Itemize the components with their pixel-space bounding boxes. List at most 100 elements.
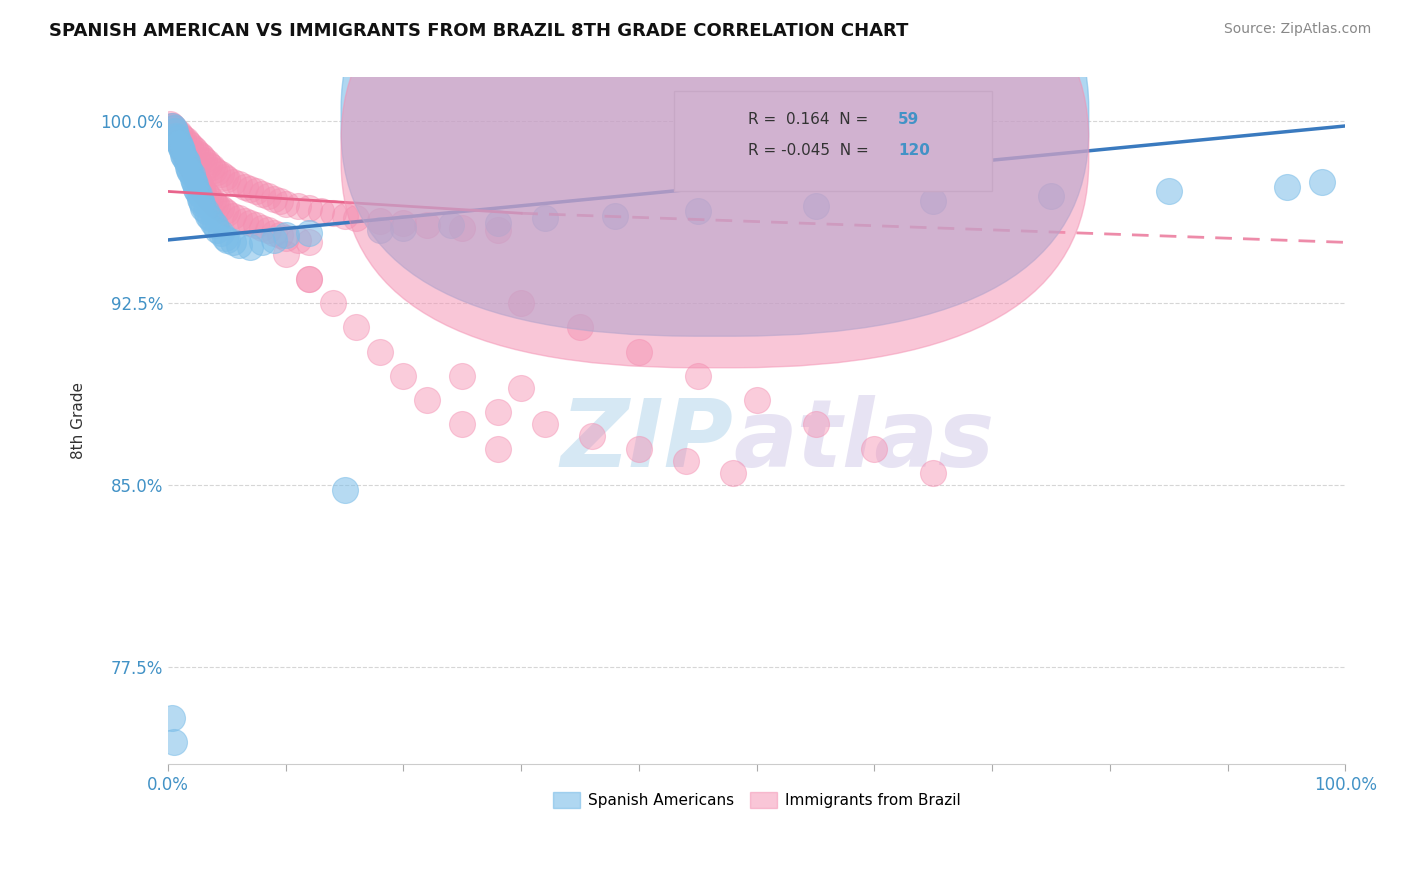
Point [172, 143, 194, 157]
Point [165, 124, 187, 138]
FancyBboxPatch shape [675, 91, 993, 191]
Point [263, 233, 285, 247]
Point [179, 165, 201, 179]
Point [181, 172, 204, 186]
Point [174, 153, 197, 167]
Point [183, 175, 205, 189]
Point [191, 196, 214, 211]
Point [250, 220, 273, 235]
Point [162, 121, 184, 136]
Point [191, 151, 214, 165]
Point [209, 202, 232, 216]
Point [197, 189, 219, 203]
Point [451, 368, 474, 383]
Point [163, 124, 186, 138]
Point [160, 119, 183, 133]
Point [298, 271, 321, 285]
Point [675, 453, 697, 467]
Point [194, 186, 217, 201]
Legend: Spanish Americans, Immigrants from Brazil: Spanish Americans, Immigrants from Brazi… [547, 787, 966, 814]
Point [239, 182, 262, 196]
Point [186, 185, 208, 199]
Point [239, 216, 262, 230]
Point [195, 155, 218, 169]
Point [177, 136, 200, 150]
Point [239, 240, 262, 254]
Point [298, 271, 321, 285]
Text: R = -0.045  N =: R = -0.045 N = [748, 144, 875, 159]
Point [250, 186, 273, 201]
Point [368, 344, 391, 359]
Point [180, 160, 202, 174]
Point [233, 213, 256, 227]
Point [207, 223, 229, 237]
Point [245, 219, 267, 233]
Point [172, 143, 194, 157]
Point [263, 192, 285, 206]
Point [179, 158, 201, 172]
Text: SPANISH AMERICAN VS IMMIGRANTS FROM BRAZIL 8TH GRADE CORRELATION CHART: SPANISH AMERICAN VS IMMIGRANTS FROM BRAZ… [49, 22, 908, 40]
Point [179, 155, 201, 169]
Point [322, 296, 344, 310]
Point [274, 247, 297, 261]
Point [392, 368, 415, 383]
Point [176, 155, 198, 169]
Point [170, 141, 193, 155]
Point [188, 148, 211, 162]
Point [163, 735, 186, 749]
Point [174, 134, 197, 148]
Point [198, 158, 221, 172]
Point [201, 194, 224, 208]
Point [863, 442, 886, 456]
Point [184, 143, 207, 157]
Text: Source: ZipAtlas.com: Source: ZipAtlas.com [1223, 22, 1371, 37]
Y-axis label: 8th Grade: 8th Grade [72, 382, 86, 459]
Point [170, 138, 193, 153]
Point [269, 228, 291, 243]
Point [165, 126, 187, 140]
Point [181, 141, 204, 155]
Point [309, 203, 332, 218]
Point [172, 131, 194, 145]
Point [804, 417, 827, 432]
Point [745, 392, 768, 407]
Point [172, 141, 194, 155]
Point [179, 138, 201, 153]
Point [533, 211, 555, 226]
Point [627, 344, 650, 359]
Text: 59: 59 [898, 112, 920, 127]
Point [184, 177, 207, 191]
Point [922, 194, 945, 208]
Point [686, 203, 709, 218]
Point [193, 153, 215, 167]
Text: ZIP: ZIP [561, 395, 733, 487]
Point [186, 172, 208, 186]
Point [202, 162, 225, 177]
Point [201, 216, 224, 230]
Point [804, 199, 827, 213]
FancyBboxPatch shape [342, 0, 1088, 368]
Point [177, 153, 200, 167]
Point [1157, 185, 1180, 199]
Point [209, 226, 232, 240]
Point [180, 168, 202, 182]
Point [200, 160, 222, 174]
Point [160, 711, 183, 725]
Point [183, 165, 205, 179]
Point [222, 175, 245, 189]
Point [187, 175, 209, 189]
Point [215, 172, 238, 186]
Point [298, 235, 321, 250]
Point [166, 131, 188, 145]
Point [686, 368, 709, 383]
Point [167, 134, 190, 148]
Point [188, 192, 211, 206]
Point [368, 213, 391, 227]
Point [333, 209, 356, 223]
Point [193, 185, 215, 199]
Point [486, 442, 509, 456]
Point [344, 211, 367, 226]
Point [215, 206, 238, 220]
Point [416, 219, 439, 233]
Point [165, 128, 187, 143]
